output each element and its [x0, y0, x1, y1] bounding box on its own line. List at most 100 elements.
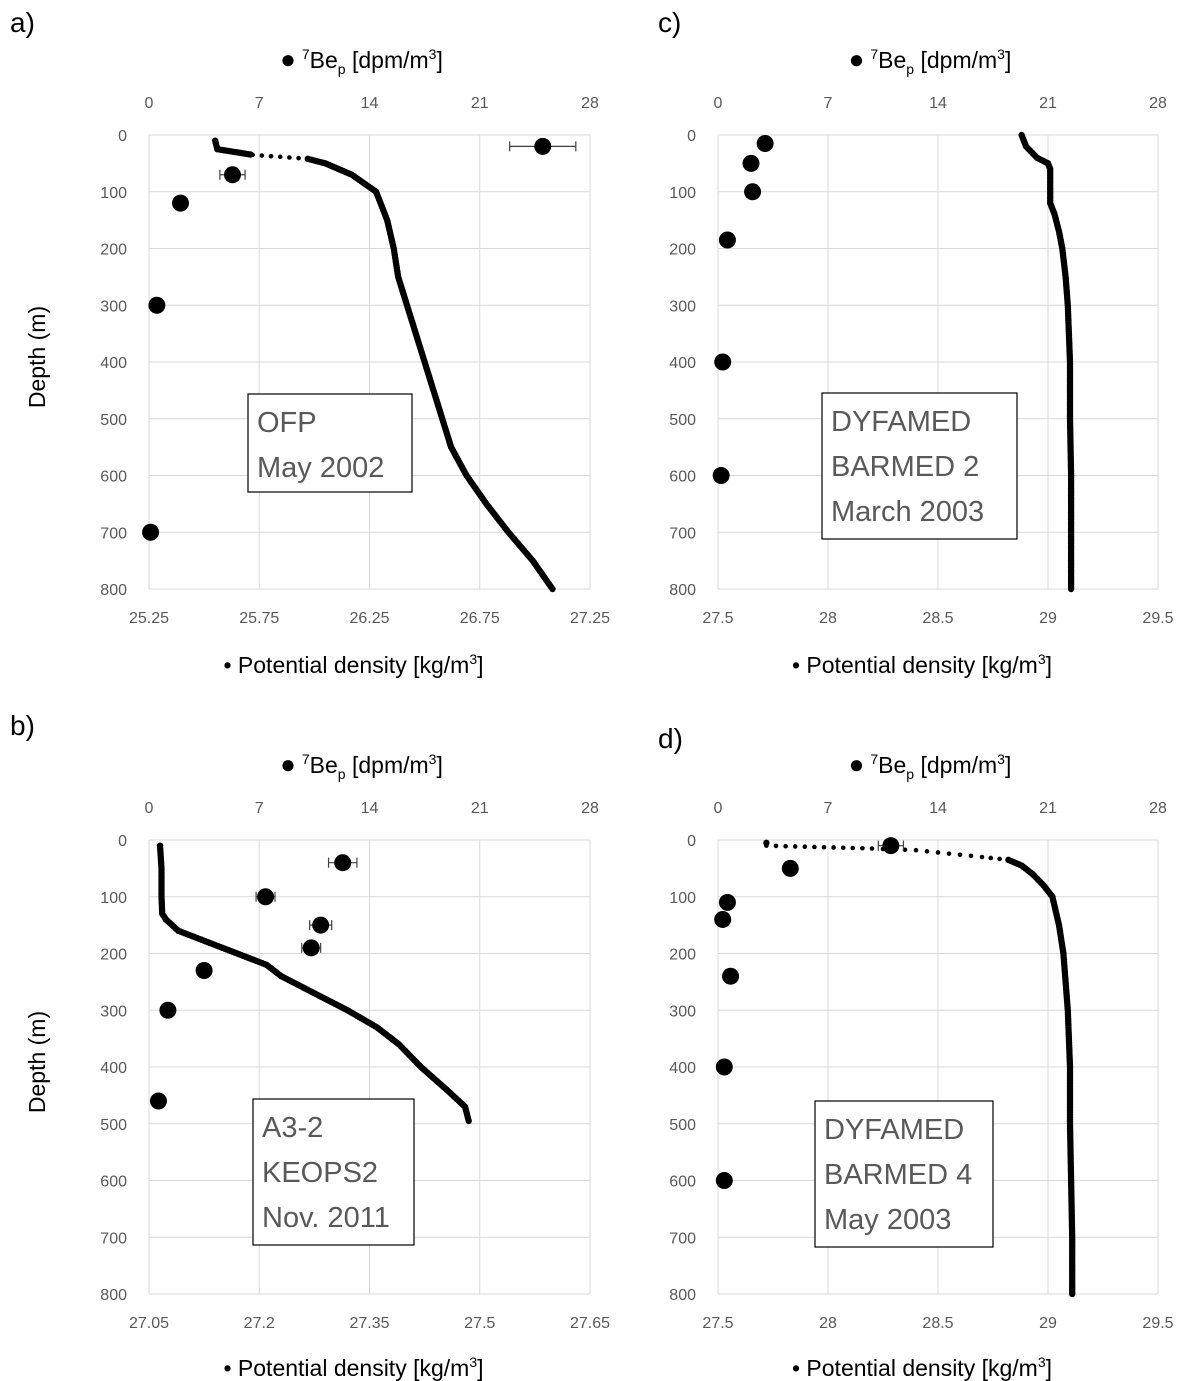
- bottom-axis-end: ]: [477, 652, 483, 678]
- be7-point: [744, 183, 762, 201]
- density-point: [783, 843, 788, 849]
- top-tick-label: 14: [929, 800, 947, 817]
- bottom-tick-label: 28: [819, 610, 837, 627]
- y-tick-label: 0: [687, 833, 696, 850]
- bottom-axis-title: • Potential density [kg/m3]: [792, 1354, 1052, 1381]
- top-tick-label: 0: [145, 95, 154, 112]
- annotation-line: BARMED 4: [824, 1159, 972, 1191]
- top-axis-sub: p: [906, 61, 914, 77]
- annotation-line: OFP: [257, 407, 317, 439]
- density-profile-series: [763, 839, 1076, 1298]
- y-tick-label: 200: [100, 242, 127, 259]
- bottom-axis-title: • Potential density [kg/m3]: [792, 651, 1052, 678]
- top-axis-marker: ●: [280, 749, 296, 779]
- top-tick-label: 7: [824, 95, 833, 112]
- chart-panel-d: d) 0 100 200 300 400 500 600 700 800 0 7 14 21 28 27.5 2…: [658, 723, 1174, 1381]
- top-tick-label: 7: [255, 95, 264, 112]
- be7-point: [715, 1172, 733, 1189]
- density-point: [287, 155, 292, 160]
- bottom-tick-label: 29: [1039, 610, 1057, 627]
- bottom-tick-label: 29.5: [1142, 1315, 1173, 1332]
- top-axis-units: [dpm/m: [914, 752, 997, 778]
- chart-panel-b: b) 0 100 200 300 400 500 600 700 800 0 7 14 21 28 27.05…: [10, 710, 610, 1381]
- be7-point: [302, 939, 320, 957]
- y-tick-label: 400: [669, 1060, 696, 1077]
- be7-point: [257, 888, 275, 906]
- y-tick-label: 800: [100, 582, 127, 599]
- annotation-line: KEOPS2: [262, 1157, 378, 1189]
- y-tick-label: 200: [669, 242, 696, 259]
- y-tick-label: 800: [100, 1287, 127, 1304]
- bottom-tick-label: 27.5: [702, 1315, 733, 1332]
- y-tick-label: 800: [669, 1287, 696, 1304]
- bottom-tick-label: 27.65: [570, 1315, 610, 1332]
- density-point: [250, 152, 255, 158]
- annotation-box: [247, 393, 413, 493]
- bottom-tick-label: 26.25: [349, 610, 389, 627]
- top-tick-label: 0: [145, 800, 154, 817]
- density-point: [268, 153, 274, 159]
- density-point: [869, 846, 875, 851]
- y-tick-label: 0: [687, 128, 696, 145]
- panel-label: d): [658, 723, 683, 754]
- density-point: [860, 845, 865, 851]
- top-tick-label: 28: [581, 95, 599, 112]
- density-point: [549, 585, 556, 593]
- top-tick-label: 7: [824, 800, 833, 817]
- be7-point: [159, 1001, 177, 1019]
- annotation-line: A3-2: [262, 1112, 323, 1144]
- y-tick-label: 100: [669, 890, 696, 907]
- y-tick-label: 500: [100, 412, 127, 429]
- top-axis-units-end: ]: [1005, 752, 1011, 778]
- top-tick-label: 28: [1149, 95, 1167, 112]
- annotation-line: DYFAMED: [831, 406, 971, 438]
- density-point: [913, 847, 919, 853]
- annotation-box: [814, 1100, 994, 1248]
- y-tick-label: 100: [100, 890, 127, 907]
- bottom-tick-label: 27.2: [244, 1315, 275, 1332]
- density-point: [277, 154, 283, 160]
- top-tick-label: 14: [929, 95, 947, 112]
- density-point: [296, 155, 301, 161]
- bottom-axis-marker: •: [223, 652, 231, 678]
- density-profile-series: [1018, 131, 1075, 593]
- bottom-axis-title: • Potential density [kg/m3]: [223, 651, 483, 678]
- bottom-tick-label: 26.75: [460, 610, 500, 627]
- top-axis-units-sup: 3: [997, 751, 1005, 767]
- y-tick-label: 400: [100, 355, 127, 372]
- bottom-axis-end: ]: [1046, 652, 1052, 678]
- y-tick-label: 700: [669, 525, 696, 542]
- be7-point: [312, 916, 330, 934]
- y-tick-label: 700: [100, 1230, 127, 1247]
- bottom-axis-text: Potential density [kg/m: [232, 1355, 470, 1381]
- bottom-axis-text: Potential density [kg/m: [800, 1355, 1038, 1381]
- bottom-axis-sup: 3: [469, 651, 477, 667]
- annotation-line: March 2003: [831, 496, 984, 528]
- top-axis-units-end: ]: [436, 752, 442, 778]
- bottom-tick-label: 27.25: [570, 610, 610, 627]
- y-tick-label: 600: [100, 469, 127, 486]
- density-point: [946, 851, 952, 856]
- bottom-tick-label: 27.5: [702, 610, 733, 627]
- top-axis-units: [dpm/m: [914, 47, 997, 73]
- be7-point: [714, 910, 732, 928]
- top-axis-units-end: ]: [436, 47, 442, 73]
- bottom-tick-label: 29.5: [1142, 610, 1173, 627]
- be7-point: [142, 523, 160, 541]
- top-tick-label: 0: [714, 800, 723, 817]
- density-point: [979, 854, 985, 860]
- top-tick-label: 14: [361, 95, 379, 112]
- density-profile-series: [156, 842, 472, 1125]
- top-axis-units-sup: 3: [429, 46, 437, 62]
- be7-point: [882, 837, 900, 855]
- y-tick-label: 200: [100, 947, 127, 964]
- bottom-tick-label: 28.5: [922, 1315, 953, 1332]
- top-tick-label: 21: [471, 800, 489, 817]
- y-tick-label: 800: [669, 582, 696, 599]
- bottom-axis-marker: •: [792, 652, 800, 678]
- y-tick-label: 500: [669, 412, 696, 429]
- be7-point: [195, 962, 213, 980]
- annotation-box: [252, 1098, 415, 1246]
- top-axis-title: ● 7Bep [dpm/m3]: [849, 749, 1012, 782]
